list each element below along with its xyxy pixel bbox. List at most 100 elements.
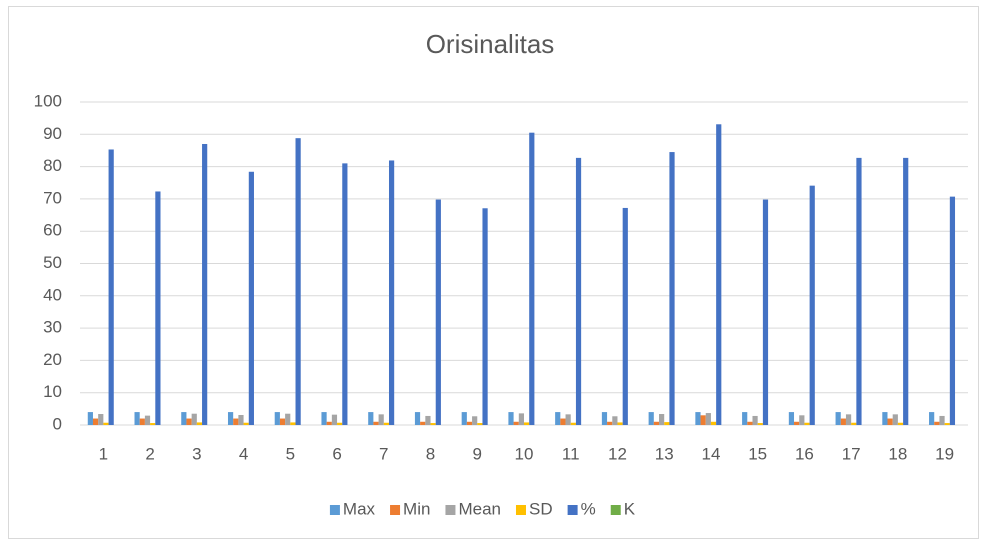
bar	[103, 422, 109, 425]
bar	[430, 423, 436, 425]
bar	[845, 414, 852, 425]
bar	[622, 207, 628, 425]
bar	[508, 412, 514, 425]
bar	[659, 414, 665, 425]
bar	[944, 423, 950, 425]
bar	[575, 157, 582, 425]
bar	[742, 412, 748, 425]
bar	[840, 418, 846, 425]
bar	[897, 422, 904, 425]
y-tick-label: 60	[43, 221, 62, 240]
bar	[378, 414, 384, 425]
bar	[321, 412, 327, 425]
x-tick-label: 19	[935, 444, 954, 463]
chart-title: Orisinalitas	[426, 29, 555, 59]
bar	[477, 423, 483, 425]
bar	[285, 413, 291, 425]
bar	[295, 138, 301, 425]
x-tick-label: 2	[145, 444, 154, 463]
bar	[342, 163, 348, 425]
bar	[607, 421, 613, 425]
legend-label: Mean	[458, 499, 501, 518]
x-tick-label: 12	[608, 444, 627, 463]
bar	[191, 413, 197, 425]
bar	[710, 421, 717, 425]
bar	[835, 412, 841, 425]
x-tick-label: 9	[473, 444, 482, 463]
bar	[752, 415, 758, 425]
legend-swatch	[445, 505, 456, 515]
bar	[762, 199, 769, 425]
y-tick-label: 10	[43, 382, 62, 401]
legend-label: Max	[343, 499, 376, 518]
x-tick-label: 13	[655, 444, 674, 463]
x-tick-label: 8	[426, 444, 435, 463]
y-tick-label: 90	[43, 124, 62, 143]
bar	[227, 412, 234, 425]
bar	[368, 412, 374, 425]
bar	[248, 171, 254, 425]
bar	[617, 422, 623, 425]
bar	[856, 157, 862, 425]
bar	[612, 416, 618, 425]
x-tick-label: 3	[192, 444, 201, 463]
bar	[700, 415, 706, 425]
bar	[903, 157, 909, 425]
bar	[934, 421, 940, 425]
bar	[92, 418, 99, 425]
bar	[466, 421, 473, 425]
bar	[414, 412, 421, 425]
x-tick-label: 11	[562, 444, 580, 463]
y-tick-label: 30	[43, 318, 62, 337]
bar	[331, 414, 338, 425]
bar	[513, 421, 519, 425]
y-tick-label: 20	[43, 350, 62, 369]
x-tick-label: 16	[795, 444, 814, 463]
bar	[150, 423, 156, 425]
legend-swatch	[567, 505, 578, 515]
x-tick-label: 14	[701, 444, 720, 463]
bar	[461, 412, 467, 425]
bar	[290, 422, 296, 425]
bar	[144, 415, 151, 425]
bar	[238, 414, 244, 425]
bar	[949, 196, 956, 425]
x-tick-label: 7	[379, 444, 388, 463]
bar	[882, 412, 888, 425]
bar	[196, 422, 203, 425]
bar	[892, 414, 898, 425]
bar	[108, 149, 114, 425]
bar	[337, 422, 343, 425]
bar	[274, 412, 280, 425]
legend-label: %	[581, 499, 596, 518]
bar	[757, 423, 763, 425]
bar	[326, 421, 332, 425]
bar	[669, 152, 675, 425]
bar	[139, 418, 145, 425]
bar	[695, 412, 701, 425]
x-tick-label: 4	[239, 444, 248, 463]
bar	[565, 414, 571, 425]
bar	[243, 422, 249, 425]
bar	[648, 412, 654, 425]
bar	[804, 422, 810, 425]
legend-label: SD	[529, 499, 553, 518]
bar	[383, 422, 389, 425]
bar	[388, 160, 395, 425]
x-tick-label: 10	[515, 444, 534, 463]
legend-swatch	[515, 505, 526, 515]
bar	[181, 412, 187, 425]
bar	[570, 422, 576, 425]
y-tick-label: 0	[53, 414, 62, 433]
legend-label: K	[624, 499, 636, 518]
bar	[233, 418, 239, 425]
bar	[929, 412, 935, 425]
legend-swatch	[610, 505, 621, 515]
bar	[809, 185, 815, 425]
x-tick-label: 15	[748, 444, 767, 463]
bar	[155, 191, 161, 425]
bar	[524, 422, 530, 425]
bar	[425, 415, 431, 425]
bar	[482, 208, 488, 425]
y-tick-label: 40	[43, 285, 62, 304]
